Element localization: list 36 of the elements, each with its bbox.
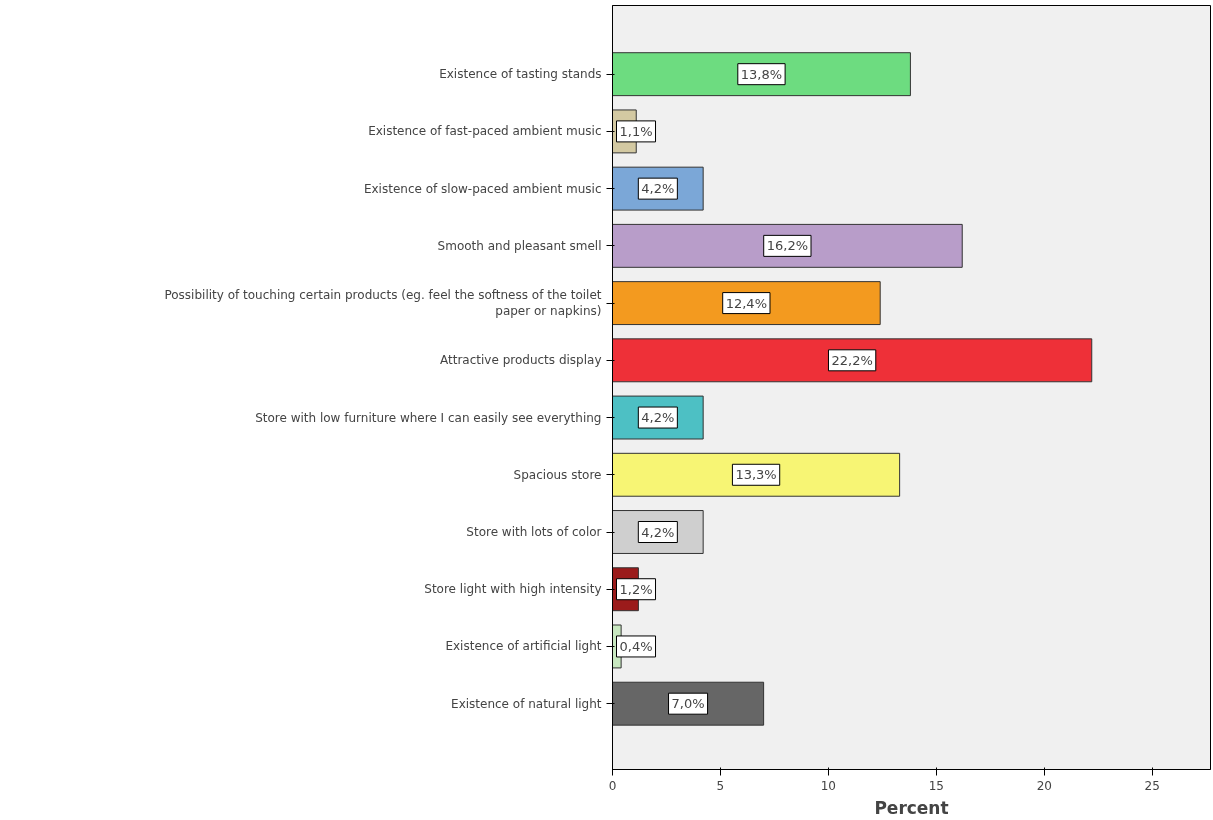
y-tick-label: Attractive products display bbox=[440, 353, 602, 368]
data-label: 13,3% bbox=[735, 467, 777, 483]
data-label: 16,2% bbox=[766, 238, 809, 254]
y-tick-label: Store with lots of color bbox=[466, 525, 602, 539]
bar bbox=[612, 338, 1093, 383]
data-label: 12,4% bbox=[725, 295, 768, 311]
x-tick-label: 25 bbox=[1144, 778, 1160, 793]
data-label: 4,2% bbox=[641, 181, 675, 197]
bar bbox=[612, 52, 911, 97]
data-label: 1,1% bbox=[619, 123, 653, 139]
bar bbox=[612, 452, 901, 497]
y-tick-label: Store light with high intensity bbox=[424, 582, 602, 597]
y-tick-label: Smooth and pleasant smell bbox=[437, 238, 602, 253]
y-tick-label: Existence of natural light bbox=[451, 696, 602, 711]
y-tick-label: Existence of fast-paced ambient music bbox=[368, 124, 602, 139]
y-tick-label: Store with low furniture where I can easily see everything bbox=[255, 410, 602, 425]
y-tick-label: Spacious store bbox=[513, 467, 602, 482]
y-tick-label: Possibility of touching certain products (eg. feel the softness of the toilet paper or napkins) bbox=[164, 287, 602, 319]
data-label: 22,2% bbox=[831, 352, 873, 368]
x-axis-title: Percent bbox=[874, 797, 949, 818]
data-label: 4,2% bbox=[641, 524, 675, 540]
data-label: 4,2% bbox=[641, 410, 675, 426]
y-tick-label: Existence of slow-paced ambient music bbox=[363, 181, 602, 196]
x-tick-label: 15 bbox=[928, 778, 944, 793]
bar bbox=[612, 223, 963, 268]
data-label: 7,0% bbox=[671, 696, 705, 712]
x-tick-label: 5 bbox=[716, 778, 725, 793]
data-label: 13,8% bbox=[740, 66, 783, 82]
x-tick-label: 10 bbox=[820, 778, 837, 793]
y-tick-label: Existence of artificial light bbox=[445, 639, 602, 654]
data-label: 1,2% bbox=[619, 581, 653, 597]
y-tick-label: Existence of tasting stands bbox=[439, 67, 602, 82]
bar bbox=[612, 281, 881, 326]
data-label: 0,4% bbox=[619, 638, 653, 654]
x-tick-label: 20 bbox=[1036, 778, 1052, 793]
x-tick-label: 0 bbox=[608, 778, 617, 793]
